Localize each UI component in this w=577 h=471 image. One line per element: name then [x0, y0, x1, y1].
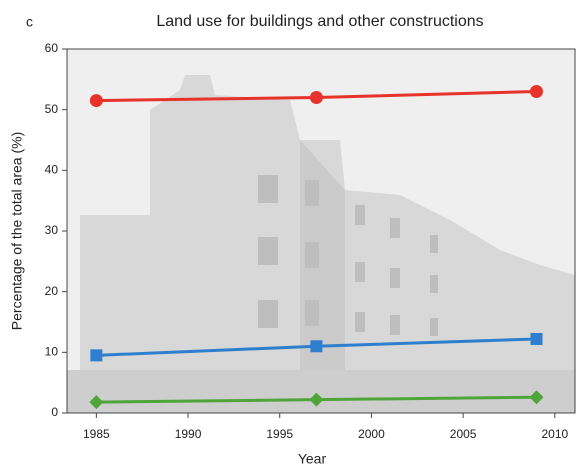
- background-photo: [67, 49, 575, 413]
- y-tick-label: 50: [45, 102, 59, 116]
- panel-label: c: [26, 14, 33, 30]
- marker: [90, 94, 103, 107]
- y-tick-label: 10: [45, 345, 59, 359]
- x-tick-label: 2010: [541, 427, 568, 441]
- marker: [530, 85, 543, 98]
- marker: [310, 340, 322, 352]
- y-tick-label: 0: [51, 405, 58, 419]
- chart: c Land use for buildings and other const…: [0, 0, 577, 471]
- x-tick-label: 2005: [450, 427, 477, 441]
- y-tick-label: 40: [45, 163, 59, 177]
- x-tick-label: 1990: [175, 427, 202, 441]
- y-tick-label: 20: [45, 284, 59, 298]
- x-tick-label: 2000: [358, 427, 385, 441]
- marker: [530, 333, 542, 345]
- marker: [90, 349, 102, 361]
- x-axis-title: Year: [298, 451, 327, 467]
- x-tick-label: 1995: [266, 427, 293, 441]
- y-axis-title: Percentage of the total area (%): [9, 132, 25, 330]
- y-tick-label: 30: [45, 223, 59, 237]
- chart-title: Land use for buildings and other constru…: [156, 13, 483, 30]
- marker: [310, 91, 323, 104]
- y-tick-label: 60: [45, 41, 59, 55]
- x-tick-label: 1985: [83, 427, 110, 441]
